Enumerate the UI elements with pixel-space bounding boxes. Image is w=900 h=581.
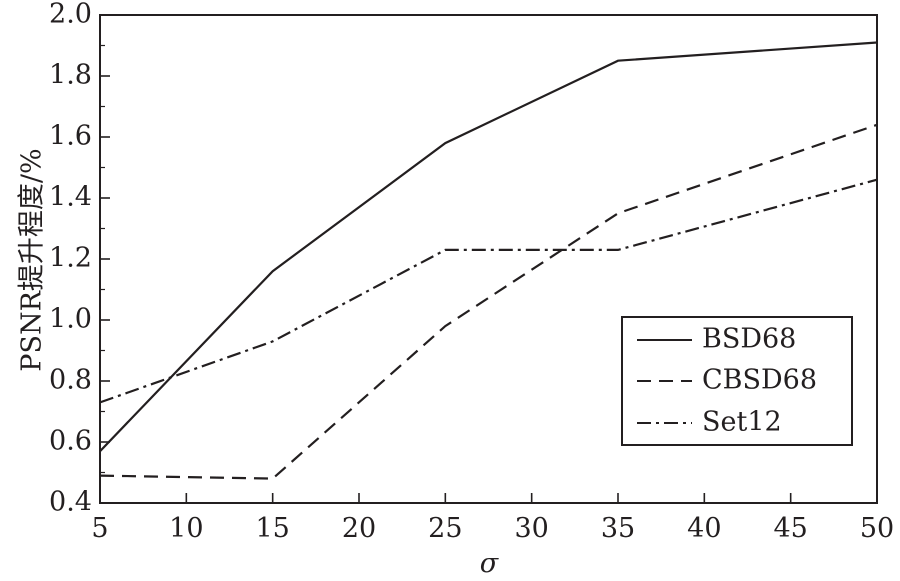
series-line-set12 (99, 178, 878, 404)
y-tick-label: 0.4 (49, 487, 92, 518)
x-tick-label: 40 (687, 513, 721, 544)
legend: BSD68 CBSD68 Set12 (621, 316, 853, 446)
y-tick-label: 1.4 (49, 182, 92, 213)
y-tick-label: 2.0 (49, 0, 92, 30)
y-tick-label: 1.2 (49, 243, 92, 274)
plot-frame (99, 14, 878, 504)
x-axis-label: σ (480, 548, 500, 579)
series-layer (99, 41, 878, 480)
series-line-bsd68 (99, 41, 878, 452)
y-tick-label: 0.6 (49, 426, 92, 457)
x-tick-label: 20 (342, 513, 376, 544)
x-tick-label: 30 (514, 513, 548, 544)
y-axis-label: PSNR提升程度/% (17, 148, 48, 371)
x-tick-label: 50 (860, 513, 894, 544)
x-tick-label: 45 (773, 513, 807, 544)
ticks-layer: 5 10 15 20 25 30 35 40 45 50 0.4 0.6 0.8 1.0 1.2 1.4 1.6… (49, 0, 894, 544)
x-tick-label: 25 (428, 513, 462, 544)
x-tick-label: 15 (255, 513, 289, 544)
y-tick-label: 1.8 (49, 60, 92, 91)
x-tick-label: 10 (169, 513, 203, 544)
y-tick-label: 1.6 (49, 121, 92, 152)
y-tick-label: 1.0 (49, 304, 92, 335)
series-line-cbsd68 (99, 123, 878, 480)
legend-label-bsd68: BSD68 (702, 324, 796, 355)
legend-label-set12: Set12 (702, 407, 782, 438)
y-tick-label: 0.8 (49, 365, 92, 396)
x-tick-label: 5 (91, 513, 108, 544)
x-tick-label: 35 (601, 513, 635, 544)
legend-label-cbsd68: CBSD68 (702, 365, 817, 396)
